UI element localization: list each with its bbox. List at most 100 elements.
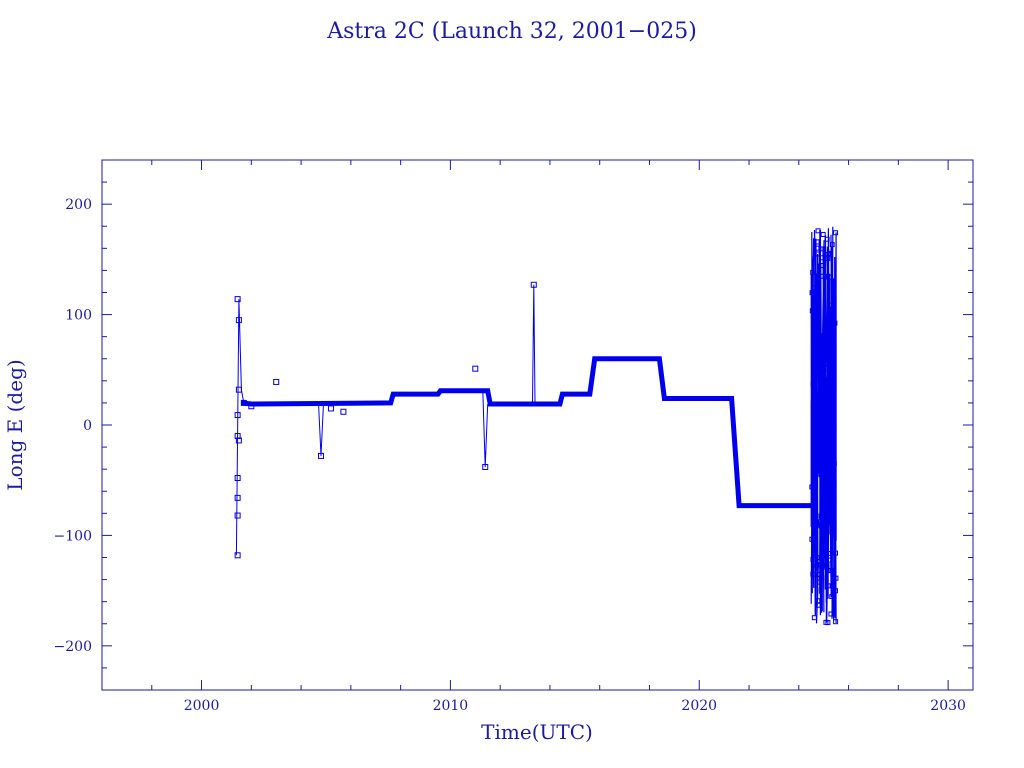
drift-marker	[812, 503, 818, 509]
drift-marker	[823, 322, 829, 328]
axis-ticks	[101, 159, 973, 691]
data-marker	[530, 281, 537, 288]
drift-marker	[810, 269, 816, 275]
drift-marker	[828, 345, 834, 351]
drift-marker	[831, 460, 837, 466]
drift-marker	[818, 421, 824, 427]
drift-marker	[820, 458, 826, 464]
drift-marker	[821, 456, 827, 462]
series-line	[318, 402, 324, 456]
drift-marker	[827, 328, 833, 334]
drift-marker	[815, 228, 821, 234]
drift-marker	[818, 273, 824, 279]
data-marker	[234, 552, 241, 559]
drift-marker	[832, 588, 838, 594]
drift-marker	[820, 505, 826, 511]
drift-marker	[815, 251, 821, 257]
data-marker	[234, 494, 241, 501]
data-marker	[472, 365, 479, 372]
drift-marker	[825, 384, 831, 390]
drift-marker	[822, 427, 828, 433]
drift-marker	[811, 311, 817, 317]
y-tick-label: −100	[54, 528, 92, 544]
data-marker	[234, 475, 241, 481]
drift-line	[810, 226, 837, 624]
drift-marker	[819, 551, 825, 557]
data-marker	[234, 433, 241, 440]
drift-marker	[824, 360, 830, 366]
drift-marker	[830, 394, 836, 400]
drift-marker	[819, 255, 825, 261]
data-marker	[248, 403, 255, 410]
y-tick-label: 200	[65, 197, 92, 213]
x-tick-label: 2020	[681, 698, 717, 714]
drift-marker	[817, 359, 823, 365]
series-line	[482, 390, 489, 468]
data-marker	[240, 399, 247, 406]
drift-marker	[828, 317, 834, 323]
y-axis-label: Long E (deg)	[3, 359, 27, 490]
drift-marker	[811, 285, 817, 291]
series-line	[241, 356, 812, 509]
drift-marker	[820, 408, 826, 414]
drift-marker	[814, 245, 820, 251]
data-marker	[234, 296, 241, 303]
drift-marker	[830, 420, 836, 426]
drift-marker	[829, 242, 835, 248]
drift-marker	[825, 550, 831, 556]
drift-marker	[812, 296, 818, 302]
drift-marker	[811, 386, 817, 392]
drift-marker	[815, 602, 821, 608]
drift-marker	[819, 263, 825, 269]
drift-marker	[829, 593, 835, 599]
drift-marker	[823, 366, 829, 372]
drift-marker	[820, 333, 826, 339]
drift-marker	[811, 330, 817, 336]
data-marker	[235, 317, 242, 324]
drift-marker	[810, 381, 816, 387]
drift-marker	[828, 611, 834, 617]
drift-marker	[824, 236, 830, 242]
drift-marker	[810, 557, 816, 563]
x-axis-label: Time(UTC)	[481, 720, 593, 744]
drift-marker	[815, 239, 821, 245]
x-tick-label: 2000	[184, 698, 220, 714]
data-marker	[234, 412, 241, 419]
drift-marker	[828, 510, 834, 516]
drift-marker	[831, 410, 837, 416]
drift-marker	[832, 320, 838, 326]
drift-marker	[832, 550, 838, 556]
drift-marker	[831, 574, 837, 580]
series-line	[235, 299, 391, 556]
x-tick-label: 2010	[433, 698, 469, 714]
drift-marker	[821, 532, 827, 538]
drift-marker	[816, 572, 822, 578]
drift-marker	[825, 583, 831, 589]
series-line	[532, 284, 536, 403]
drift-marker	[811, 497, 817, 503]
drift-marker	[826, 353, 832, 359]
y-tick-label: 0	[83, 418, 92, 434]
data-marker	[235, 437, 242, 444]
drift-marker	[811, 549, 817, 555]
drift-marker	[823, 486, 829, 492]
drift-marker	[827, 250, 833, 256]
drift-marker	[809, 290, 815, 296]
drift-marker	[819, 575, 825, 581]
drift-marker	[824, 339, 830, 345]
x-tick-label: 2030	[930, 698, 966, 714]
data-marker	[234, 512, 241, 519]
drift-marker	[818, 513, 824, 519]
drift-marker	[825, 334, 831, 340]
drift-marker	[825, 273, 831, 279]
drift-marker	[812, 547, 818, 553]
drift-marker	[828, 302, 834, 308]
drift-marker	[833, 619, 839, 625]
drift-marker	[809, 536, 815, 542]
drift-marker	[829, 505, 835, 511]
drift-marker	[826, 557, 832, 563]
plot-frame	[101, 159, 974, 691]
drift-marker	[814, 405, 820, 411]
drift-marker	[833, 230, 839, 236]
